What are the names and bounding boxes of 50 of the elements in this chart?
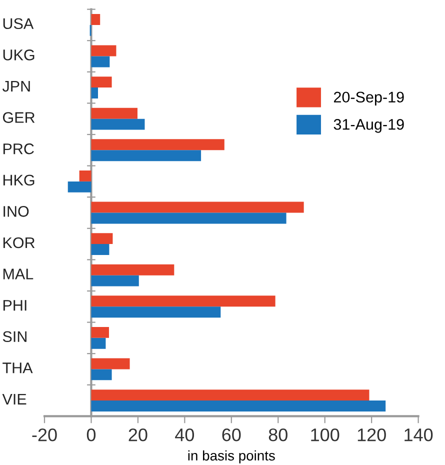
bar — [91, 233, 113, 244]
y-tick-label: INO — [4, 206, 29, 217]
x-tick-label: 140 — [404, 428, 433, 442]
y-tick-label: GER — [2, 112, 35, 123]
legend-label: 20-Sep-19 — [334, 92, 404, 106]
y-tick-label: UKG — [3, 50, 34, 60]
bar — [91, 212, 286, 224]
bar — [91, 45, 116, 56]
y-tick-label: THA — [2, 362, 33, 374]
y-tick-label: JPN — [2, 80, 30, 92]
bar — [91, 118, 145, 130]
x-tick-label: 80 — [268, 428, 288, 442]
bar — [91, 390, 370, 401]
y-tick-label: PHI — [3, 300, 26, 311]
x-tick-label: 40 — [175, 428, 194, 442]
bar — [91, 369, 112, 380]
bar — [68, 181, 92, 192]
y-tick-label: USA — [3, 18, 34, 30]
x-tick-label: -20 — [32, 428, 57, 442]
x-tick-label: 60 — [222, 428, 241, 442]
bar — [91, 296, 276, 307]
y-tick-label: SIN — [2, 331, 26, 342]
bar — [91, 275, 139, 286]
x-axis-title: in basis points — [188, 450, 275, 464]
bar — [91, 264, 174, 276]
bar — [91, 306, 221, 318]
y-tick-label: KOR — [3, 237, 35, 248]
y-tick-label: MAL — [3, 268, 34, 280]
x-tick-label: 120 — [358, 428, 386, 442]
bar — [91, 88, 98, 98]
bar — [91, 139, 224, 150]
bar — [91, 56, 110, 68]
bar — [91, 358, 130, 370]
x-tick-label: 100 — [311, 428, 340, 442]
bar — [79, 170, 92, 182]
x-tick-label: 20 — [128, 428, 148, 442]
y-tick-label: PRC — [3, 143, 34, 154]
bar — [91, 14, 100, 25]
bar — [91, 400, 386, 412]
bar — [91, 150, 202, 162]
legend-label: 31-Aug-19 — [334, 118, 404, 133]
x-tick-label: 0 — [86, 428, 96, 442]
bar — [91, 76, 112, 88]
bar — [91, 338, 106, 349]
bar — [91, 202, 304, 213]
bar — [91, 244, 110, 255]
y-tick-label: HKG — [3, 174, 34, 186]
y-tick-label: VIE — [2, 394, 26, 404]
bar — [91, 326, 109, 338]
bar — [91, 108, 138, 119]
